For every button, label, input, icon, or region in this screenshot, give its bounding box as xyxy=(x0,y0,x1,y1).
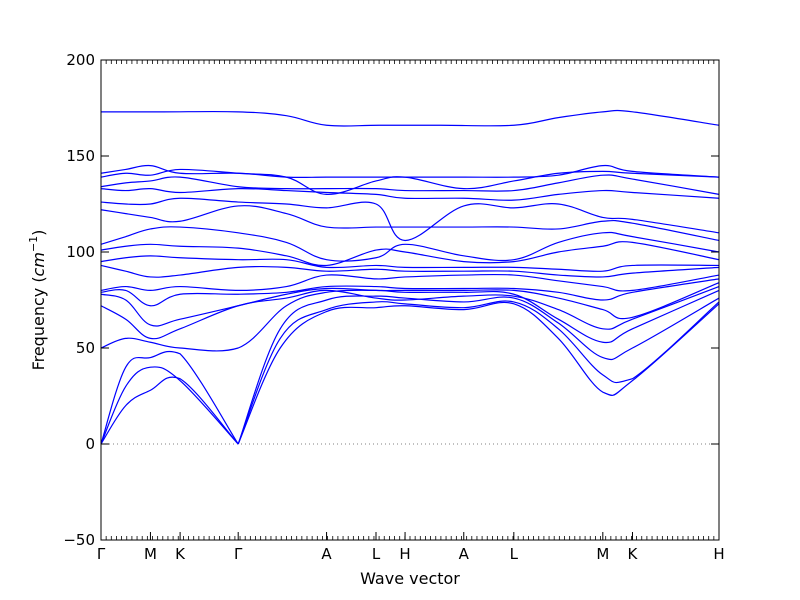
x-tick-label: K xyxy=(628,545,639,563)
phonon-branch-13 xyxy=(100,255,720,272)
x-tick-label: Γ xyxy=(234,545,243,563)
phonon-branch-1 xyxy=(100,376,239,445)
x-tick-label: A xyxy=(321,545,332,563)
phonon-branch-11 xyxy=(100,273,720,292)
phonon-branch-19 xyxy=(100,174,720,195)
plot-area xyxy=(100,109,720,445)
y-tick-label: −50 xyxy=(63,531,95,549)
phonon-branch-15 xyxy=(100,226,720,262)
phonon-branch-6 xyxy=(237,295,720,445)
x-tick-label: L xyxy=(372,545,381,563)
phonon-branch-18 xyxy=(100,187,720,201)
phonon-branch-2 xyxy=(100,366,239,445)
phonon-branch-5 xyxy=(237,300,720,445)
x-tick-label: M xyxy=(144,545,157,563)
phonon-branch-4 xyxy=(237,301,720,445)
phonon-branch-9 xyxy=(100,282,720,327)
y-tick-label: 50 xyxy=(76,339,95,357)
x-tick-label: A xyxy=(459,545,470,563)
y-tick-label: 150 xyxy=(66,147,95,165)
y-tick-label: 0 xyxy=(85,435,95,453)
y-axis-label-text: Frequency ( xyxy=(29,276,48,370)
phonon-branch-17 xyxy=(100,197,720,242)
x-axis-label: Wave vector xyxy=(360,569,460,588)
phonon-branch-8 xyxy=(100,285,720,340)
phonon-branch-20 xyxy=(100,168,720,196)
y-axis-label-unit: cm xyxy=(29,252,48,276)
phonon-branch-22 xyxy=(100,109,720,127)
phonon-branch-14 xyxy=(100,241,720,267)
y-axis-label-exponent: −1 xyxy=(27,236,40,252)
x-tick-label: H xyxy=(713,545,724,563)
phonon-branch-16 xyxy=(100,205,720,242)
phonon-branch-10 xyxy=(100,278,720,307)
x-tick-label: H xyxy=(399,545,410,563)
phonon-branch-3 xyxy=(100,350,239,445)
phonon-branch-21 xyxy=(100,164,720,179)
x-tick-label: M xyxy=(596,545,609,563)
x-tick-label: Γ xyxy=(97,545,106,563)
y-axis-label: Frequency (cm−1) xyxy=(27,230,48,371)
x-tick-label: L xyxy=(510,545,519,563)
x-tick-label: K xyxy=(175,545,186,563)
y-tick-label: 100 xyxy=(66,243,95,261)
y-axis-label-close: ) xyxy=(29,230,48,236)
phonon-branch-12 xyxy=(100,264,720,278)
y-tick-label: 200 xyxy=(66,51,95,69)
